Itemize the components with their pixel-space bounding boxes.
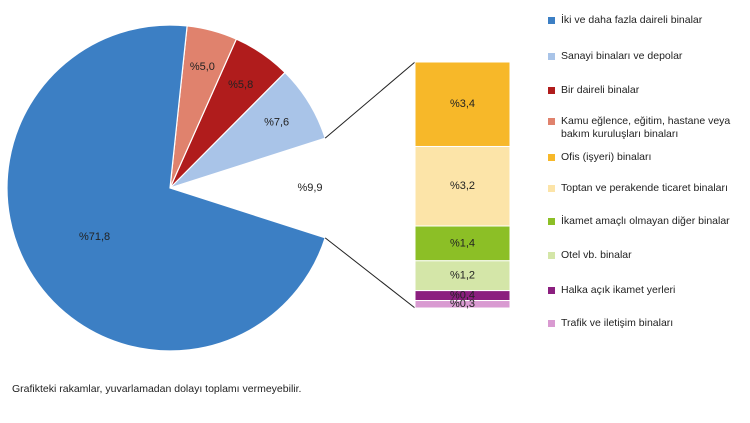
- legend-label: İki ve daha fazla daireli binalar: [561, 14, 703, 26]
- legend-label: Kamu eğlence, eğitim, hastane veya bakım…: [561, 115, 731, 140]
- bar-segment: [414, 260, 511, 292]
- legend-entry: Sanayi binaları ve depolar: [548, 50, 750, 63]
- legend-entry: Ofis (işyeri) binaları: [548, 151, 750, 164]
- legend-entry: İki ve daha fazla daireli binalar: [548, 14, 750, 27]
- legend-label: Trafik ve iletişim binaları: [561, 317, 674, 329]
- pie-slice: [6, 24, 326, 352]
- bar-label: %0,3: [450, 298, 475, 310]
- note: Grafikteki rakamlar, yuvarlamadan dolayı…: [12, 383, 302, 395]
- bar-label: %3,4: [450, 98, 475, 110]
- slice-label: %5,8: [228, 79, 253, 91]
- bar-segment: [414, 61, 511, 147]
- legend-swatch: [548, 287, 555, 294]
- legend-swatch: [548, 252, 555, 259]
- legend-label: Halka açık ikamet yerleri: [561, 284, 676, 296]
- slice-label: %71,8: [79, 231, 110, 243]
- legend-entry: Otel vb. binalar: [548, 249, 750, 262]
- legend-entry: İkamet amaçlı olmayan diğer binalar: [548, 215, 750, 228]
- legend-entry: Trafik ve iletişim binaları: [548, 317, 750, 330]
- bar-segment: [414, 145, 511, 227]
- legend-swatch: [548, 320, 555, 327]
- bar-segment: [414, 300, 511, 309]
- legend-entry: Bir daireli binalar: [548, 84, 750, 97]
- legend-swatch: [548, 185, 555, 192]
- bar-label: %0,4: [450, 289, 475, 301]
- legend-swatch: [548, 154, 555, 161]
- legend-entry: Halka açık ikamet yerleri: [548, 284, 750, 297]
- legend-swatch: [548, 53, 555, 60]
- connector: [324, 237, 416, 309]
- legend-swatch: [548, 17, 555, 24]
- bar-label: %3,2: [450, 180, 475, 192]
- connector: [324, 61, 416, 139]
- slice-label: %5,0: [190, 61, 215, 73]
- slice-label: %7,6: [264, 117, 289, 129]
- legend-swatch: [548, 87, 555, 94]
- legend-label: İkamet amaçlı olmayan diğer binalar: [561, 215, 730, 227]
- bar-label: %1,2: [450, 270, 475, 282]
- legend-label: Ofis (işyeri) binaları: [561, 151, 652, 163]
- bar-segment: [414, 225, 511, 262]
- bar-label: %1,4: [450, 237, 475, 249]
- slice-label: %9,9: [297, 182, 322, 194]
- legend-entry: Toptan ve perakende ticaret binaları: [548, 182, 750, 195]
- legend-label: Bir daireli binalar: [561, 84, 640, 96]
- legend-entry: Kamu eğlence, eğitim, hastane veya bakım…: [548, 115, 750, 141]
- legend-label: Toptan ve perakende ticaret binaları: [561, 182, 728, 194]
- legend-label: Sanayi binaları ve depolar: [561, 50, 683, 62]
- legend-label: Otel vb. binalar: [561, 249, 632, 261]
- legend-swatch: [548, 118, 555, 125]
- legend-swatch: [548, 218, 555, 225]
- other-slice: [168, 137, 334, 239]
